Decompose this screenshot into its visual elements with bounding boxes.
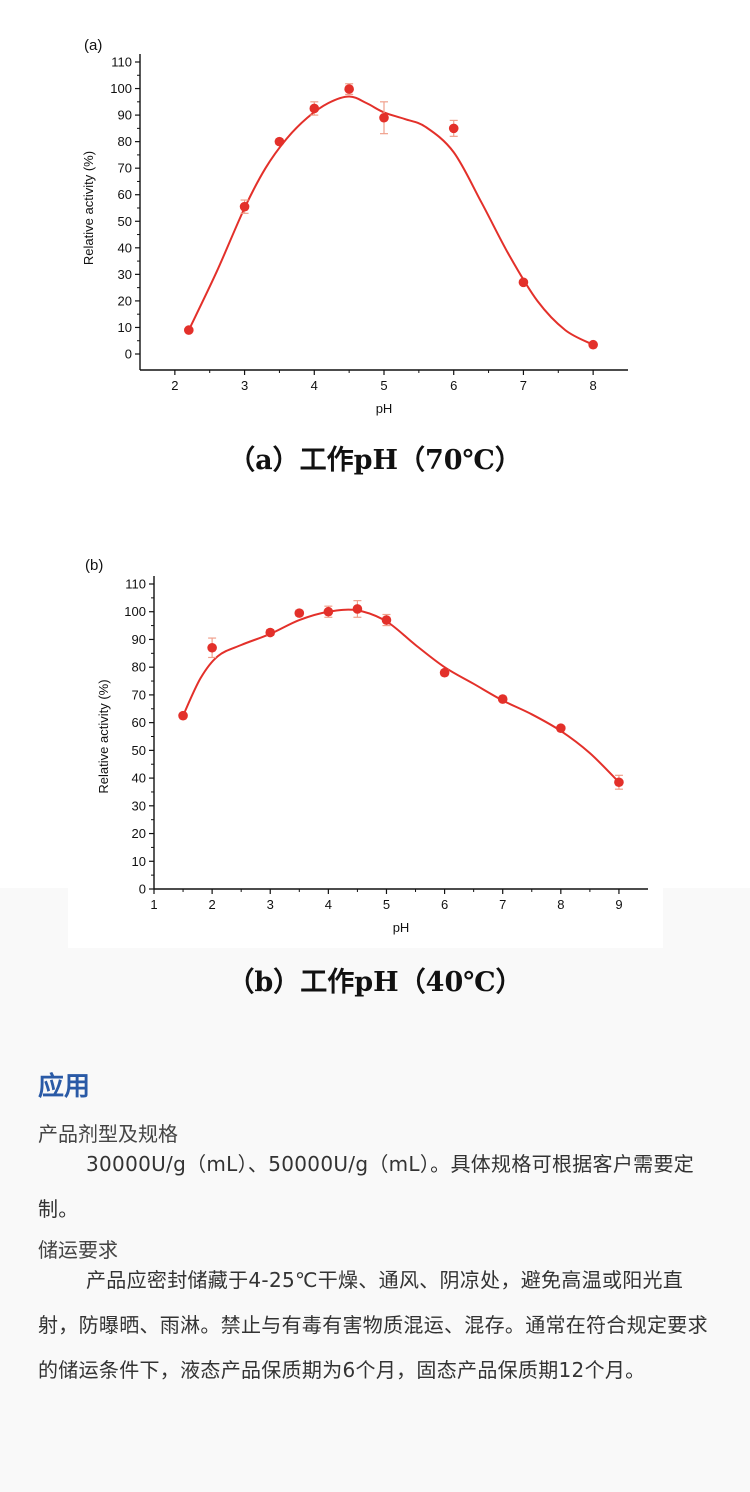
chart-a-data-point (518, 277, 529, 288)
chart-b-y-tick-label: 60 (132, 715, 146, 730)
chart-b-panel-label: (b) (85, 557, 103, 574)
chart-b-y-tick-label: 110 (125, 577, 146, 592)
chart-a-y-tick-label: 10 (118, 320, 132, 335)
chart-a-caption: （a）工作pH（70℃） (228, 445, 522, 476)
lower-background (0, 888, 750, 1492)
chart-b-y-tick-label: 70 (132, 687, 146, 702)
storage-heading: 储运要求 (38, 1238, 118, 1262)
chart-b-data-point (439, 667, 450, 678)
chart-a-x-tick-label: 2 (171, 378, 178, 393)
chart-a-y-tick-label: 20 (118, 293, 132, 308)
chart-b-y-tick-label: 10 (132, 854, 146, 869)
chart-b-y-axis-title: Relative activity (%) (96, 679, 111, 793)
spec-heading: 产品剂型及规格 (38, 1122, 178, 1146)
chart-b-x-tick-label: 2 (209, 897, 216, 912)
chart-b-x-tick-label: 5 (383, 897, 390, 912)
chart-a-data-point (274, 136, 285, 147)
chart-a-data-point (184, 325, 194, 335)
chart-b-fit-curve (182, 608, 620, 783)
chart-b-y-tick-label: 80 (132, 660, 146, 675)
chart-b-y-tick-label: 20 (132, 826, 146, 841)
chart-a-fit-curve (187, 95, 594, 346)
chart-b-x-tick-label: 3 (267, 897, 274, 912)
chart-a-panel-label: (a) (84, 37, 102, 54)
chart-b-y-tick-label: 100 (124, 604, 146, 619)
chart-a-y-tick-label: 80 (118, 134, 132, 149)
chart-b-data-point (323, 606, 334, 617)
chart-b-data-point (381, 615, 392, 625)
chart-b-data-point (265, 627, 276, 638)
chart-a-x-tick-label: 3 (241, 378, 248, 393)
chart-a: (a) 0 10 20 30 40 50 60 70 80 90 100 110 2 3 4 5 6 7 8 pH Rel… (81, 37, 628, 416)
chart-a-y-tick-label: 100 (110, 81, 132, 96)
chart-b-y-tick-label: 90 (132, 632, 146, 647)
storage-text: 产品应密封储藏于4-25℃干燥、通风、阴凉处，避免高温或阳光直射，防曝晒、雨淋。… (38, 1268, 708, 1382)
chart-b-background (68, 888, 663, 948)
chart-b-x-tick-label: 6 (441, 897, 448, 912)
chart-b-data-point (614, 777, 624, 788)
chart-b-data-point (556, 723, 566, 733)
chart-b-data-point (352, 604, 363, 614)
chart-a-y-tick-label: 30 (118, 267, 132, 282)
chart-a-x-tick-label: 5 (380, 378, 387, 393)
chart-a-y-tick-label: 90 (118, 108, 132, 123)
chart-a-y-tick-label: 50 (118, 214, 132, 229)
chart-b-y-tick-label: 0 (139, 882, 146, 897)
chart-a-x-tick-label: 4 (311, 378, 318, 393)
chart-a-y-tick-label: 40 (118, 240, 132, 255)
chart-a-y-tick-label: 70 (118, 161, 132, 176)
chart-a-x-axis-title: pH (376, 401, 393, 416)
chart-a-data-point (588, 339, 598, 350)
chart-b-x-tick-label: 1 (150, 897, 157, 912)
chart-a-data-point (239, 201, 250, 212)
spec-text: 30000U/g（mL）、50000U/g（mL）。具体规格可根据客户需要定制。 (38, 1152, 695, 1221)
chart-a-data-point (344, 84, 354, 94)
chart-a-y-tick-label: 110 (111, 55, 132, 70)
chart-b-y-tick-label: 30 (132, 798, 146, 813)
chart-b-x-axis-title: pH (393, 920, 410, 935)
chart-b-y-tick-label: 50 (132, 743, 146, 758)
chart-b-y-tick-label: 40 (132, 771, 146, 786)
chart-a-y-tick-label: 60 (118, 187, 132, 202)
chart-a-y-tick-label: 0 (125, 347, 132, 362)
chart-b-data-point (294, 608, 305, 618)
chart-b: (b) 0 10 20 30 40 50 60 70 80 90 100 110 1 2 3 4 5 6 7 8 9 pH R… (85, 557, 648, 935)
chart-a-data-point (379, 112, 389, 123)
chart-b-x-tick-label: 8 (557, 897, 564, 912)
chart-b-data-point (497, 694, 508, 704)
chart-a-x-tick-label: 7 (520, 378, 527, 393)
chart-a-y-axis-title: Relative activity (%) (81, 151, 96, 265)
chart-b-data-point (178, 710, 188, 721)
chart-a-data-point (448, 123, 459, 134)
chart-a-x-tick-label: 6 (450, 378, 457, 393)
chart-a-data-point (309, 103, 320, 114)
chart-b-x-tick-label: 9 (615, 897, 622, 912)
chart-b-x-tick-label: 4 (325, 897, 332, 912)
chart-b-data-point (207, 642, 217, 653)
chart-a-x-tick-label: 8 (590, 378, 597, 393)
chart-b-x-tick-label: 7 (499, 897, 506, 912)
chart-b-caption: （b）工作pH（40℃） (227, 967, 523, 998)
application-title: 应用 (38, 1072, 91, 1102)
